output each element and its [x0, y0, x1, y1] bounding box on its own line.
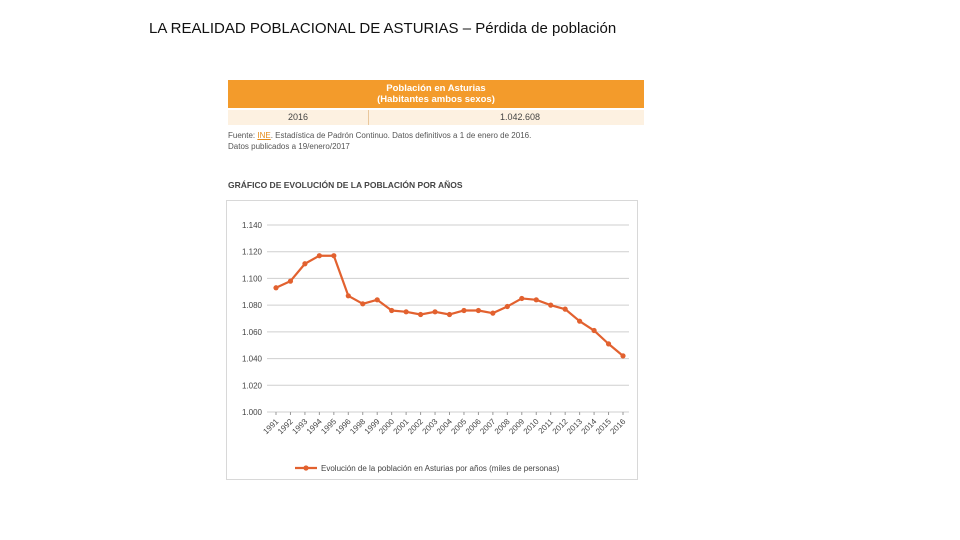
source-note: Fuente: INE. Estadística de Padrón Conti… [228, 130, 531, 152]
table-cell-year: 2016 [287, 112, 309, 122]
table-divider [368, 110, 369, 125]
table-header-subtitle: (Habitantes ambos sexos) [377, 94, 495, 105]
slide-title: LA REALIDAD POBLACIONAL DE ASTURIAS – Pé… [149, 20, 617, 37]
y-tick-label: 1.040 [242, 355, 263, 364]
data-point [316, 253, 322, 259]
data-point [287, 278, 294, 284]
legend-label: Evolución de la población en Asturias po… [321, 464, 560, 473]
data-point [548, 302, 554, 308]
line-chart: 1.000 1.020 1.040 1.060 1.080 1.100 1.120 1.140… [242, 221, 629, 473]
data-point [374, 297, 380, 303]
data-point [461, 307, 467, 314]
data-point [490, 310, 496, 316]
source-link-ine[interactable]: INE [257, 131, 271, 140]
data-point [475, 307, 482, 314]
y-tick-label: 1.020 [242, 381, 263, 390]
x-tick-label: 2016 [608, 417, 627, 436]
y-tick-label: 1.000 [242, 408, 263, 417]
legend-swatch-point [303, 465, 309, 471]
data-point [533, 297, 539, 303]
y-tick-label: 1.060 [242, 328, 263, 337]
table-header: Población en Asturias (Habitantes ambos … [228, 80, 644, 108]
published-date: Datos publicados a 19/enero/2017 [228, 142, 350, 151]
data-point [562, 306, 568, 312]
data-point [446, 311, 453, 318]
source-rest: . Estadística de Padrón Continuo. Datos … [270, 131, 532, 140]
y-tick-label: 1.100 [242, 274, 263, 283]
source-prefix: Fuente: [228, 131, 258, 140]
table-header-title: Población en Asturias [386, 83, 486, 94]
data-point [417, 311, 424, 318]
chart-title: GRÁFICO DE EVOLUCIÓN DE LA POBLACIÓN POR… [228, 180, 463, 190]
series-line [275, 254, 624, 357]
chart-frame: 1.000 1.020 1.040 1.060 1.080 1.100 1.120 1.140… [226, 200, 638, 480]
data-point [591, 327, 597, 334]
data-point [605, 341, 612, 347]
table-row: 2016 1.042.608 [228, 110, 644, 125]
y-tick-label: 1.080 [242, 301, 263, 310]
data-point [519, 295, 525, 302]
y-tick-label: 1.140 [242, 221, 263, 230]
y-tick-label: 1.120 [242, 248, 263, 257]
data-point [389, 307, 395, 314]
data-point [360, 301, 366, 307]
data-point [302, 261, 308, 267]
data-point [620, 353, 626, 359]
data-point [432, 309, 438, 315]
data-point [345, 293, 351, 299]
table-cell-value: 1.042.608 [499, 112, 540, 122]
data-point [403, 309, 409, 315]
data-point [504, 303, 510, 310]
data-point [273, 285, 279, 291]
data-point [331, 253, 337, 259]
data-point [577, 318, 583, 324]
